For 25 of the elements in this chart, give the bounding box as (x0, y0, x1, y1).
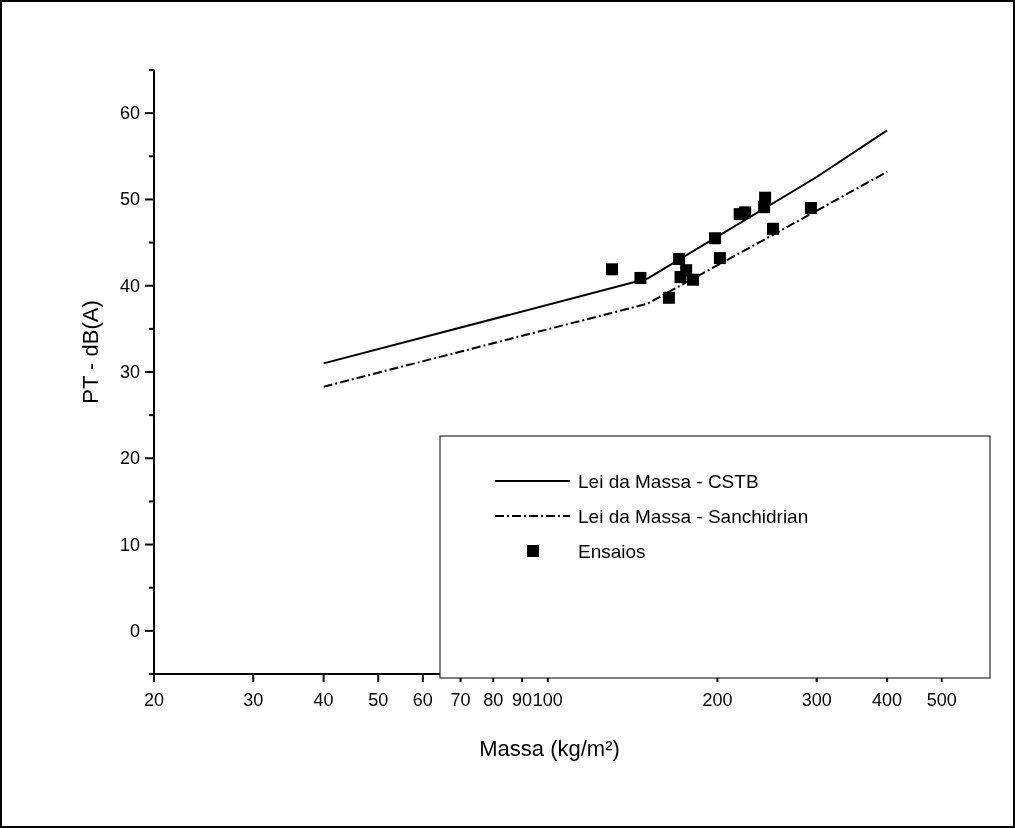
x-tick-label: 30 (243, 690, 264, 710)
x-tick-label: 50 (368, 690, 389, 710)
y-tick-label: 0 (129, 620, 140, 641)
x-tick-label: 80 (483, 690, 504, 710)
x-tick-label: 300 (801, 690, 832, 710)
x-tick-label: 60 (412, 690, 433, 710)
legend-label: Lei da Massa - Sanchidrian (578, 505, 809, 527)
x-tick-label: 70 (450, 690, 471, 710)
x-tick-label: 90 (512, 690, 533, 710)
x-tick-label: 200 (702, 690, 733, 710)
y-tick-label: 40 (119, 275, 140, 296)
x-tick-label: 500 (926, 690, 957, 710)
x-tick-label: 20 (143, 690, 165, 710)
y-tick-label: 50 (119, 189, 140, 210)
x-axis-title: Massa (kg/m²) (479, 736, 620, 761)
y-axis-title: PT - dB(A) (78, 300, 103, 404)
y-tick-label: 30 (119, 362, 140, 382)
y-tick-label: 20 (119, 448, 140, 469)
y-tick-label: 10 (119, 534, 140, 555)
x-tick-label: 400 (872, 690, 903, 710)
x-tick-label: 40 (313, 690, 334, 710)
x-tick-label: 100 (532, 690, 563, 710)
legend-label: Lei da Massa - CSTB (578, 470, 759, 492)
y-tick-label: 60 (119, 103, 140, 124)
legend-label: Ensaios (578, 540, 646, 562)
